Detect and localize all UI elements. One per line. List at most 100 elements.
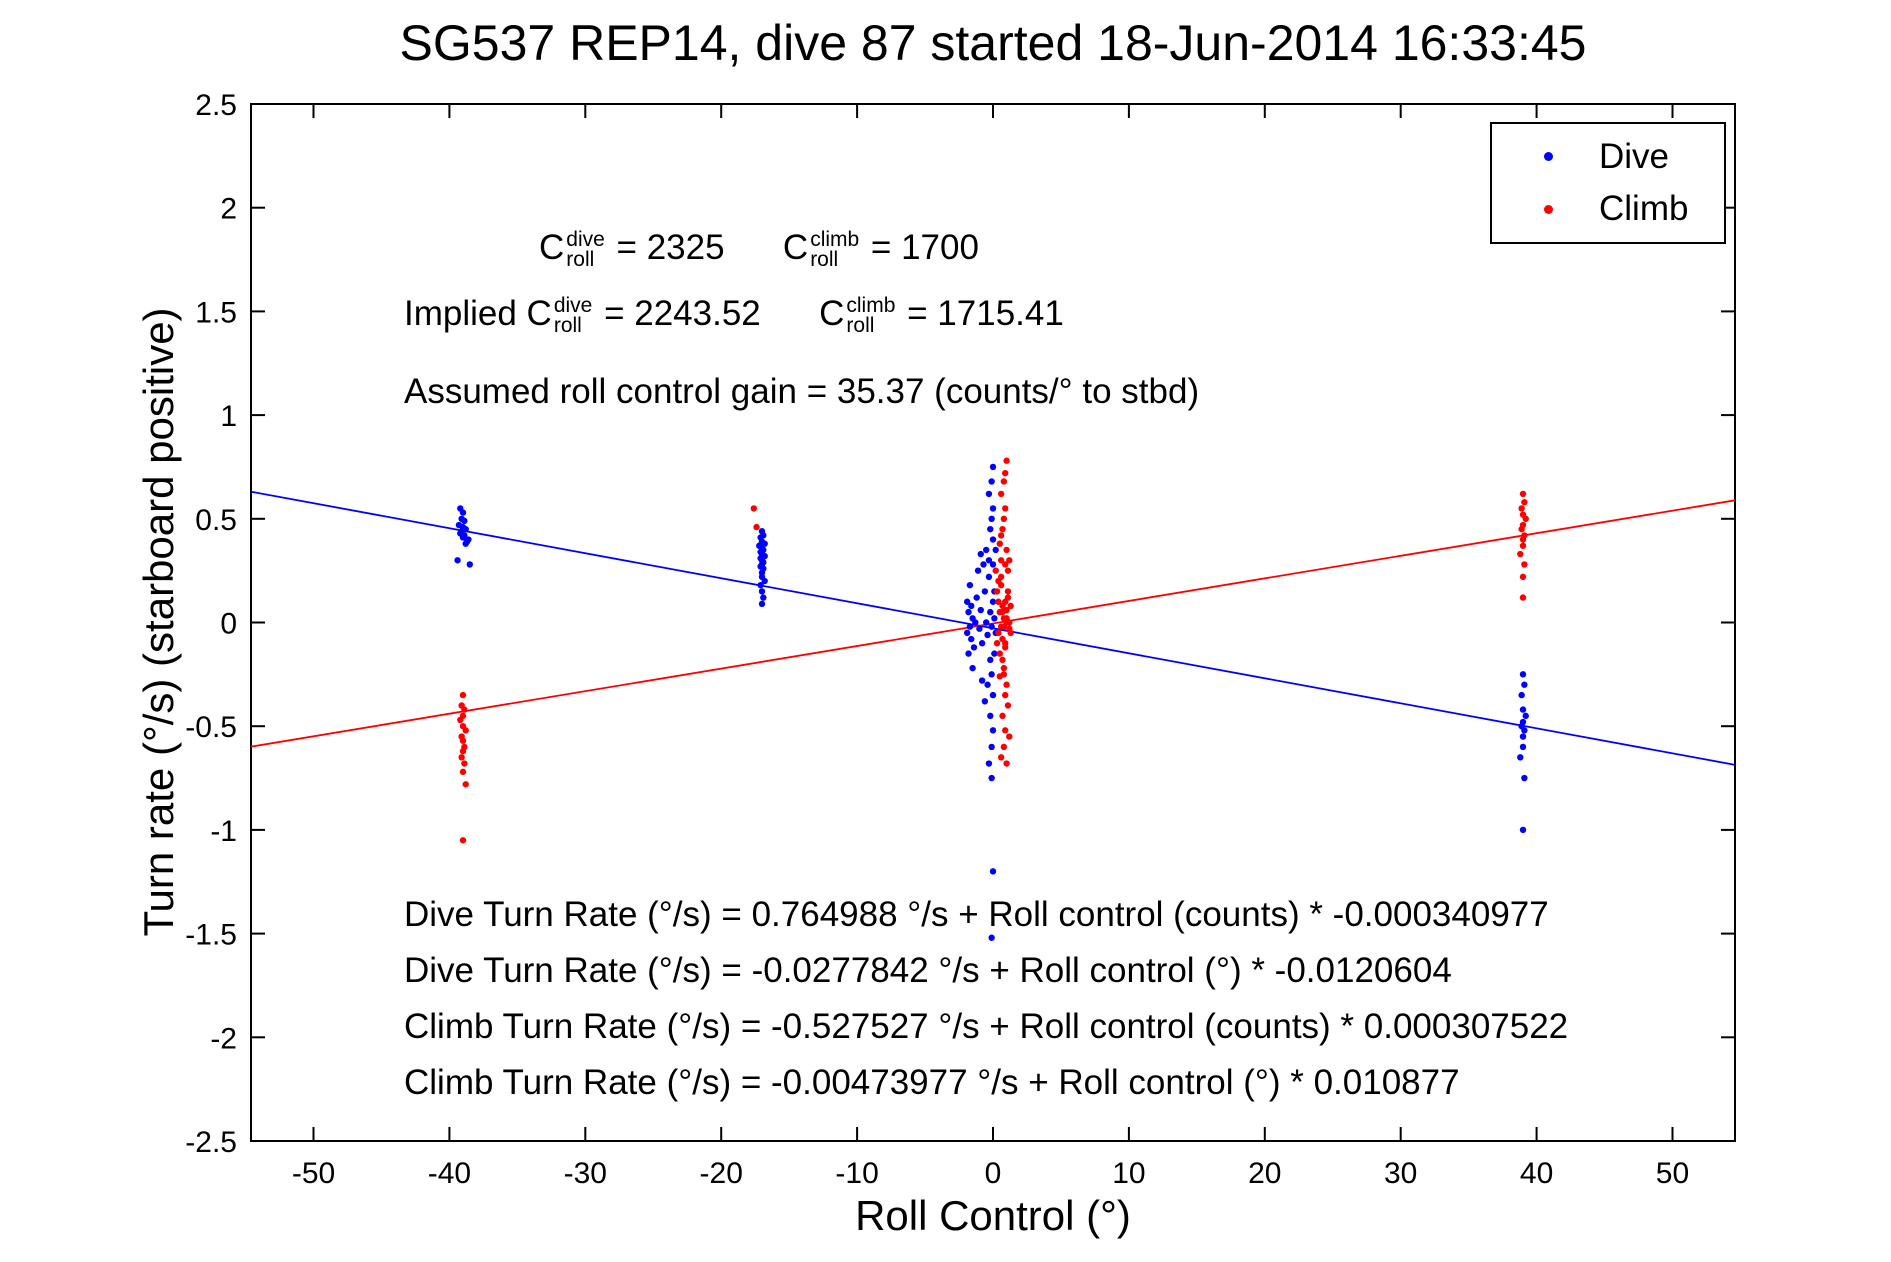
data-point (983, 619, 990, 626)
scatter-series-dive (454, 463, 1529, 941)
data-point (988, 743, 995, 751)
x-tick-label: -40 (428, 1157, 471, 1190)
data-point (984, 681, 991, 688)
data-point (989, 727, 997, 734)
legend-label-climb: Climb (1599, 189, 1689, 229)
data-point (983, 546, 990, 554)
y-tick-label: 2.5 (195, 89, 237, 122)
x-tick-label: 30 (1384, 1157, 1417, 1190)
data-point (758, 588, 766, 595)
data-point (461, 760, 468, 767)
data-point (1002, 561, 1009, 568)
data-point (1002, 505, 1009, 512)
y-tick-label: -1 (210, 815, 237, 848)
annotation-roll-gain: Assumed roll control gain = 35.37 (count… (404, 372, 1200, 411)
y-tick-label: -2.5 (185, 1126, 237, 1159)
data-point (988, 934, 995, 941)
data-point (966, 581, 974, 589)
data-point (999, 712, 1006, 720)
data-point (750, 505, 758, 512)
data-point (1002, 640, 1009, 647)
data-point (991, 650, 998, 657)
data-point (1521, 499, 1528, 506)
data-point (760, 594, 767, 601)
data-point (965, 650, 972, 657)
data-point (1521, 561, 1528, 568)
data-point (459, 534, 467, 541)
data-point (1518, 691, 1525, 699)
supsub-group: climb roll (810, 227, 860, 271)
data-point (987, 656, 994, 664)
data-point (984, 631, 991, 639)
x-tick-label: 10 (1112, 1157, 1145, 1190)
data-point (989, 463, 997, 471)
data-point (1000, 623, 1008, 630)
data-point (996, 540, 1003, 547)
data-point (1519, 594, 1527, 601)
y-tick-label: -1.5 (185, 919, 237, 952)
legend: Dive Climb (1490, 122, 1726, 244)
data-point (987, 608, 994, 616)
x-tick-label: 40 (1520, 1157, 1553, 1190)
data-point (1003, 760, 1010, 767)
data-point (966, 623, 974, 630)
data-point (993, 640, 1001, 647)
data-point (1000, 671, 1008, 678)
data-point (1000, 664, 1008, 672)
data-point (1521, 774, 1528, 782)
data-point (1517, 754, 1524, 761)
data-point (991, 615, 998, 622)
data-point (459, 747, 467, 755)
y-tick-label: 1.5 (195, 296, 237, 329)
data-point (978, 677, 986, 684)
data-point (976, 625, 983, 632)
data-point (997, 532, 1005, 539)
data-point (1519, 706, 1527, 713)
data-point (459, 691, 467, 699)
chart-title: SG537 REP14, dive 87 started 18-Jun-2014… (399, 15, 1587, 71)
data-point (995, 598, 1002, 605)
data-point (1002, 469, 1009, 477)
data-point (1006, 733, 1013, 740)
data-point (1003, 457, 1010, 464)
data-point (989, 561, 997, 568)
data-point (1519, 671, 1527, 678)
data-point (459, 837, 467, 844)
x-tick-label: -30 (564, 1157, 607, 1190)
y-axis-label: Turn rate (°/s) (starboard positive) (135, 307, 182, 937)
data-point (989, 536, 997, 543)
data-point (999, 525, 1006, 533)
data-point (761, 577, 768, 585)
data-point (1518, 505, 1525, 512)
data-point (997, 557, 1005, 564)
data-point (459, 509, 467, 516)
data-point (988, 774, 995, 782)
data-point (972, 619, 979, 626)
data-point (1003, 546, 1010, 554)
scatter-series-climb (457, 457, 1529, 844)
data-point (999, 656, 1006, 664)
data-point (1000, 515, 1008, 522)
data-point (1522, 515, 1529, 522)
supsub-group: climb roll (846, 293, 896, 337)
dive-marker-icon (1544, 152, 1553, 162)
data-point (985, 557, 993, 564)
data-point (988, 515, 995, 522)
x-tick-label: 50 (1656, 1157, 1689, 1190)
y-tick-label: 2 (220, 193, 237, 226)
x-tick-label: -10 (835, 1157, 878, 1190)
supsub-group: dive roll (553, 293, 593, 337)
data-point (989, 505, 997, 512)
x-tick-label: -50 (292, 1157, 335, 1190)
supsub-group: dive roll (566, 227, 605, 271)
annotation-text: = 1700 (861, 228, 979, 267)
data-point (462, 540, 469, 547)
data-point (999, 608, 1006, 616)
legend-item-dive: Dive (1492, 137, 1724, 177)
data-point (981, 698, 989, 705)
data-point (459, 768, 467, 776)
annotation-text: = 1715.41 (897, 294, 1064, 333)
